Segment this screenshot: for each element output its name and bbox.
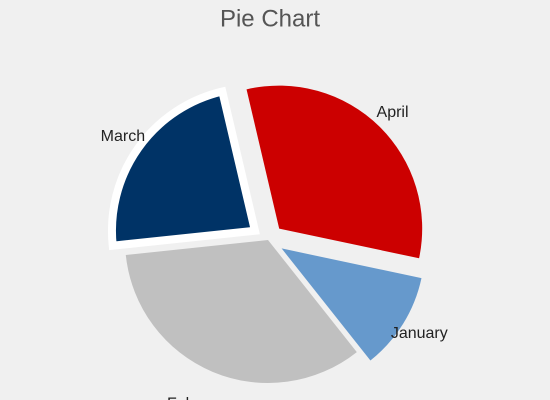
pie-slice <box>246 85 423 259</box>
slice-label: January <box>391 325 448 342</box>
slice-label: February <box>167 395 231 400</box>
chart-title: Pie Chart <box>220 5 320 32</box>
pie-slice <box>125 240 357 383</box>
pie-slice <box>281 248 422 361</box>
pie-slice <box>108 86 260 251</box>
slice-label: March <box>101 128 145 145</box>
slice-label: April <box>377 104 409 121</box>
